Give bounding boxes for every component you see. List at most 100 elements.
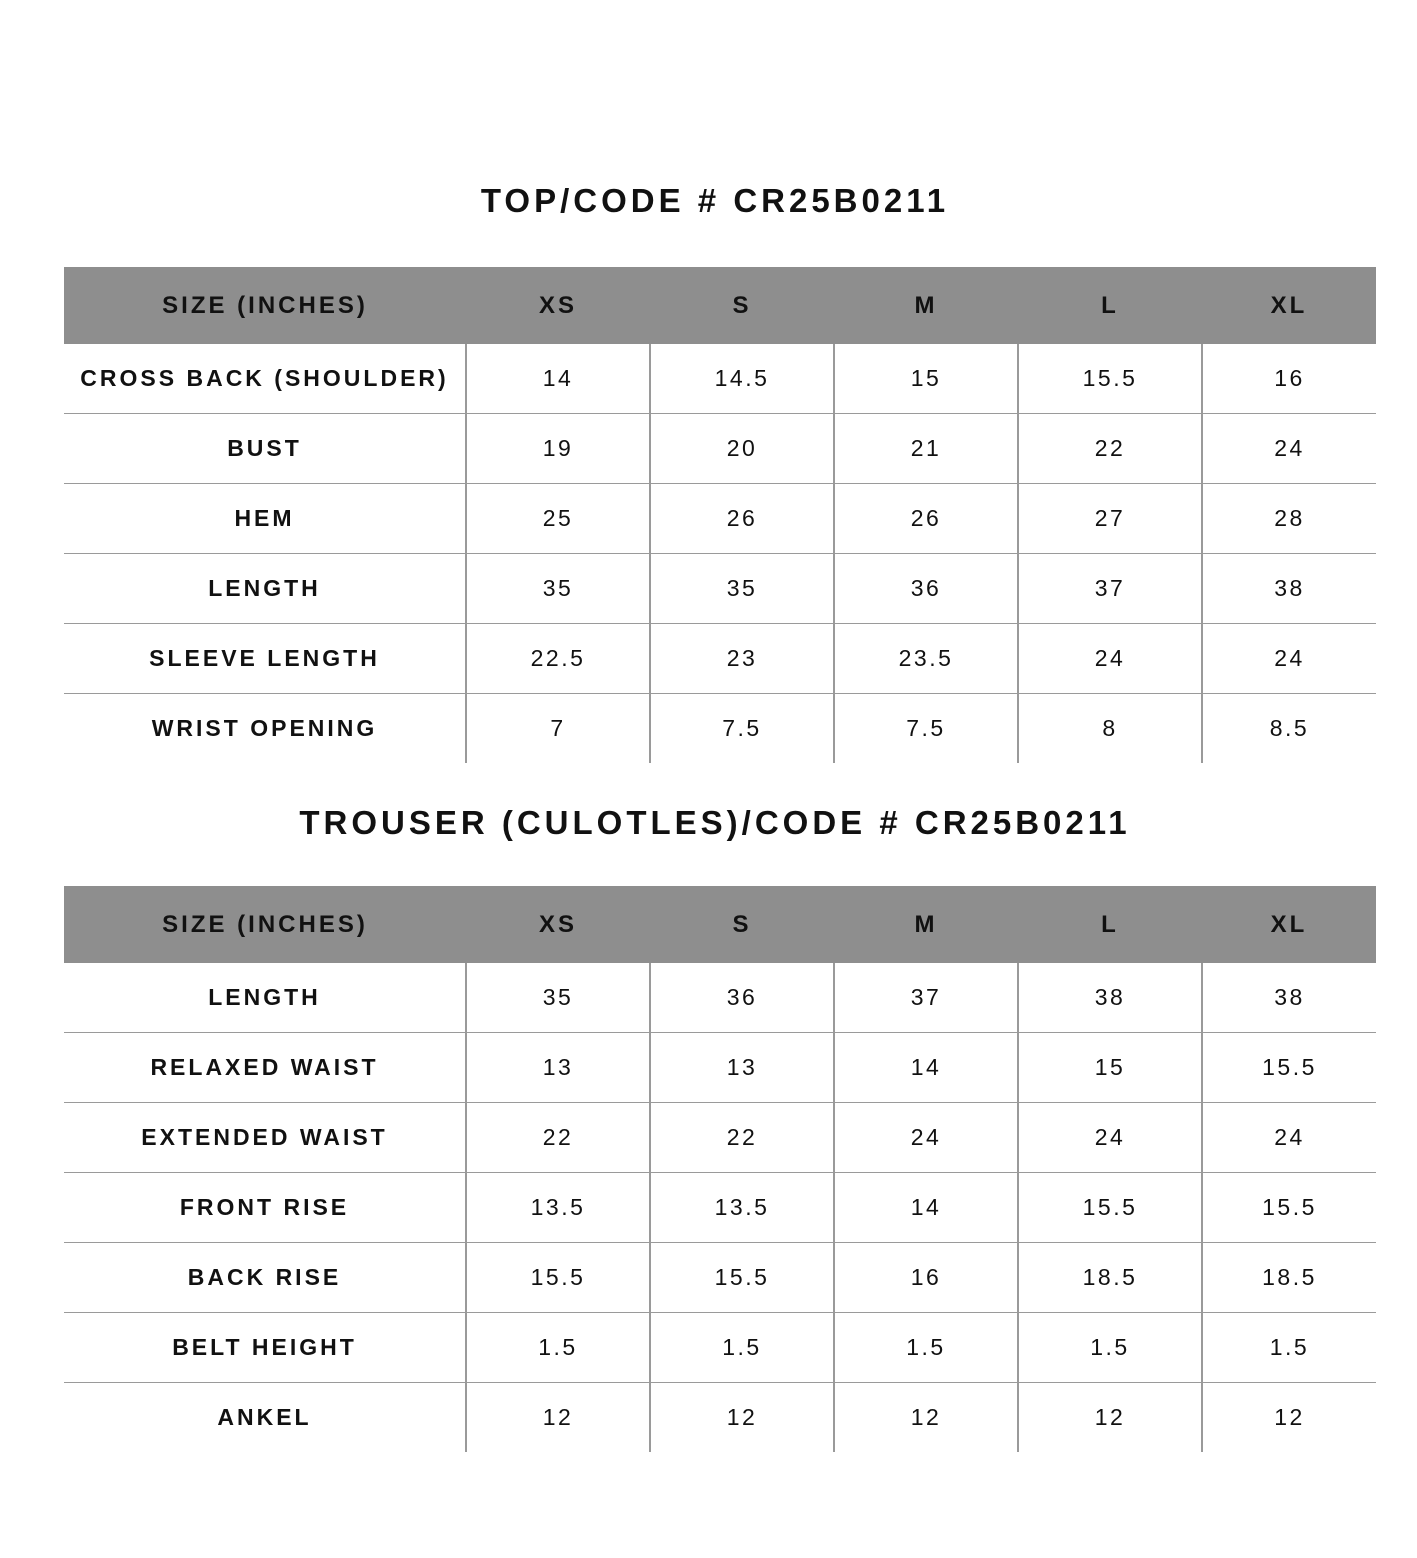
measurement-label: LENGTH — [64, 963, 466, 1033]
table-row: FRONT RISE 13.5 13.5 14 15.5 15.5 — [64, 1172, 1376, 1243]
measurement-value: 7.5 — [833, 693, 1018, 763]
measurement-value: 15.5 — [465, 1242, 650, 1313]
measurement-value: 14 — [833, 1032, 1018, 1103]
measurement-value: 13 — [465, 1032, 650, 1103]
measurement-label: BELT HEIGHT — [64, 1312, 466, 1383]
measurement-value: 36 — [833, 553, 1018, 624]
column-header: SIZE (INCHES) — [64, 886, 466, 963]
table-row: EXTENDED WAIST 22 22 24 24 24 — [64, 1102, 1376, 1173]
measurement-value: 1.5 — [649, 1312, 834, 1383]
measurement-value: 15.5 — [1201, 1172, 1376, 1243]
measurement-value: 27 — [1017, 483, 1202, 554]
table-row: BACK RISE 15.5 15.5 16 18.5 18.5 — [64, 1242, 1376, 1313]
top-size-chart-table: SIZE (INCHES) XS S M L XL CROSS BACK (SHOULDER… — [64, 267, 1376, 763]
measurement-value: 26 — [833, 483, 1018, 554]
measurement-value: 1.5 — [1201, 1312, 1376, 1383]
column-header: M — [834, 886, 1018, 963]
measurement-value: 24 — [1017, 623, 1202, 694]
measurement-value: 22 — [465, 1102, 650, 1173]
column-header: L — [1018, 886, 1202, 963]
measurement-value: 13.5 — [465, 1172, 650, 1243]
measurement-value: 7 — [465, 693, 650, 763]
table-row: BUST 19 20 21 22 24 — [64, 413, 1376, 484]
measurement-value: 16 — [1201, 344, 1376, 414]
measurement-value: 13.5 — [649, 1172, 834, 1243]
measurement-label: RELAXED WAIST — [64, 1032, 466, 1103]
table-row: HEM 25 26 26 27 28 — [64, 483, 1376, 554]
measurement-label: CROSS BACK (SHOULDER) — [64, 344, 466, 414]
measurement-label: EXTENDED WAIST — [64, 1102, 466, 1173]
measurement-value: 22 — [649, 1102, 834, 1173]
table-row: RELAXED WAIST 13 13 14 15 15.5 — [64, 1032, 1376, 1103]
measurement-value: 24 — [1201, 413, 1376, 484]
top-size-chart-title: TOP/CODE # CR25B0211 — [480, 182, 950, 219]
table-row: BELT HEIGHT 1.5 1.5 1.5 1.5 1.5 — [64, 1312, 1376, 1383]
measurement-value: 38 — [1201, 553, 1376, 624]
measurement-value: 12 — [1201, 1382, 1376, 1452]
measurement-label: WRIST OPENING — [151, 715, 378, 741]
trouser-size-chart-title: TROUSER (CULOTLES)/CODE # CR25B0211 — [299, 804, 1131, 841]
measurement-value: 37 — [833, 963, 1018, 1033]
header-row: SIZE (INCHES) XS S M L XL — [64, 267, 1376, 344]
measurement-value: 7.5 — [649, 693, 834, 763]
header-row: SIZE (INCHES) XS S M L XL — [64, 886, 1376, 963]
measurement-value: 18.5 — [1201, 1242, 1376, 1313]
measurement-value: 24 — [1017, 1102, 1202, 1173]
measurement-value: 15.5 — [1201, 1032, 1376, 1103]
measurement-value: 38 — [1017, 963, 1202, 1033]
measurement-value: 24 — [833, 1102, 1018, 1173]
column-header: XS — [466, 267, 650, 344]
table-row: LENGTH 35 35 36 37 38 — [64, 553, 1376, 624]
measurement-value: 16 — [833, 1242, 1018, 1313]
measurement-value: 36 — [649, 963, 834, 1033]
column-header: M — [834, 267, 1018, 344]
measurement-value: 37 — [1017, 553, 1202, 624]
measurement-value: 14 — [833, 1172, 1018, 1243]
measurement-value: 15.5 — [1017, 344, 1202, 414]
column-header: XS — [466, 886, 650, 963]
measurement-value: 1.5 — [1017, 1312, 1202, 1383]
measurement-value: 24 — [1201, 623, 1376, 694]
column-header: S — [650, 886, 834, 963]
measurement-label: LENGTH — [64, 553, 466, 624]
measurement-value: 14.5 — [649, 344, 834, 414]
measurement-value: 19 — [465, 413, 650, 484]
column-header: SIZE (INCHES) — [64, 267, 466, 344]
measurement-value: 28 — [1201, 483, 1376, 554]
measurement-value: 22.5 — [465, 623, 650, 694]
measurement-value: 22 — [1017, 413, 1202, 484]
measurement-value: 12 — [1017, 1382, 1202, 1452]
table-row: LENGTH 35 36 37 38 38 — [64, 963, 1376, 1033]
measurement-value: 1.5 — [465, 1312, 650, 1383]
column-header: XL — [1202, 267, 1376, 344]
measurement-value: 35 — [649, 553, 834, 624]
measurement-value: 35 — [465, 553, 650, 624]
measurement-value: 15 — [1017, 1032, 1202, 1103]
column-header: L — [1018, 267, 1202, 344]
table-row: CROSS BACK (SHOULDER) 14 14.5 15 15.5 16 — [64, 344, 1376, 414]
measurement-value: 23 — [649, 623, 834, 694]
measurement-value: 15 — [833, 344, 1018, 414]
measurement-value: 15.5 — [1017, 1172, 1202, 1243]
measurement-value: 13 — [649, 1032, 834, 1103]
measurement-value: 12 — [649, 1382, 834, 1452]
measurement-value: 12 — [465, 1382, 650, 1452]
measurement-label: BACK RISE — [64, 1242, 466, 1313]
measurement-label: SLEEVE LENGTH — [64, 623, 466, 694]
measurement-value: 18.5 — [1017, 1242, 1202, 1313]
table-row: ANKEL 12 12 12 12 12 — [64, 1382, 1376, 1452]
measurement-value: 15.5 — [649, 1242, 834, 1313]
measurement-value: 35 — [465, 963, 650, 1033]
measurement-value: 14 — [465, 344, 650, 414]
table-row: WRIST OPENING 7 7.5 7.5 8 8.5 — [64, 693, 1376, 763]
measurement-value: 26 — [649, 483, 834, 554]
measurement-value: 23.5 — [833, 623, 1018, 694]
measurement-value: 8 — [1017, 693, 1202, 763]
measurement-label: ANKEL — [217, 1404, 312, 1430]
measurement-value: 21 — [833, 413, 1018, 484]
measurement-value: 12 — [833, 1382, 1018, 1452]
column-header: S — [650, 267, 834, 344]
measurement-value: 38 — [1201, 963, 1376, 1033]
measurement-value: 25 — [465, 483, 650, 554]
measurement-value: 1.5 — [833, 1312, 1018, 1383]
